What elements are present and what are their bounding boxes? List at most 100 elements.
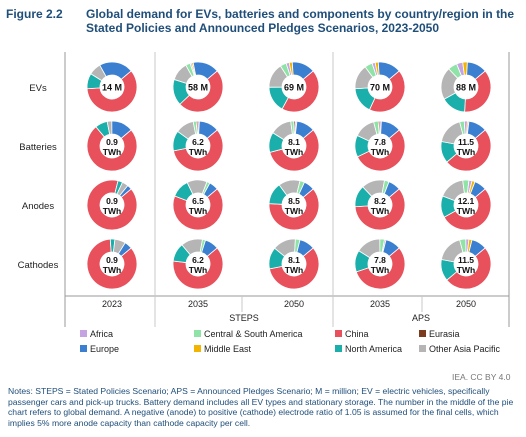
legend-label: China (345, 329, 369, 339)
row-label-cathodes: Cathodes (18, 260, 59, 271)
center-label: 14 M (102, 83, 122, 93)
legend-swatch (335, 345, 342, 352)
center-label: 8.5 TWh (285, 196, 303, 216)
center-label: 88 M (456, 83, 476, 93)
donut-evs-1: 58 M (172, 61, 224, 113)
donut-hole (368, 134, 392, 158)
donut-cathodes-0: 0.9 TWh (86, 238, 138, 290)
donut-hole (454, 193, 478, 217)
tick-label-2035-1: 2035 (188, 299, 208, 309)
donut-hole (100, 75, 124, 99)
donut-evs-3: 70 M (354, 61, 406, 113)
donut-anodes-0: 0.9 TWh (86, 179, 138, 231)
donut-cathodes-1: 6.2 TWh (172, 238, 224, 290)
center-label: 6.2 TWh (189, 137, 207, 157)
center-label: 7.8 TWh (371, 137, 389, 157)
donut-hole (100, 134, 124, 158)
figure-title: Global demand for EVs, batteries and com… (86, 7, 515, 35)
legend-item-eurasia: Eurasia (419, 329, 460, 339)
donut-hole (100, 252, 124, 276)
legend-swatch (335, 330, 342, 337)
center-label: 8.1 TWh (285, 137, 303, 157)
donut-hole (186, 193, 210, 217)
center-label: 6.5 TWh (189, 196, 207, 216)
legend-label: Middle East (204, 344, 252, 354)
center-label: 8.2 TWh (371, 196, 389, 216)
center-label: 0.9 TWh (103, 255, 121, 275)
row-label-batteries: Batteries (19, 142, 57, 153)
donut-hole (282, 134, 306, 158)
donut-cathodes-3: 7.8 TWh (354, 238, 406, 290)
donut-batteries-3: 7.8 TWh (354, 120, 406, 172)
donut-hole (100, 193, 124, 217)
legend: Africa Central & South America China Eurasi… (80, 329, 501, 354)
center-label: 69 M (284, 83, 304, 93)
tick-label-2050-4: 2050 (456, 299, 476, 309)
donut-hole (282, 75, 306, 99)
legend-swatch (80, 330, 87, 337)
tick-label-2050-2: 2050 (284, 299, 304, 309)
legend-swatch (80, 345, 87, 352)
donut-evs-2: 69 M (268, 61, 320, 113)
legend-label: Africa (90, 329, 113, 339)
legend-item-other-asia-pacific: Other Asia Pacific (419, 344, 501, 354)
legend-item-china: China (335, 329, 369, 339)
legend-item-europe: Europe (80, 344, 119, 354)
donut-anodes-3: 8.2 TWh (354, 179, 406, 231)
tick-label-2035-3: 2035 (370, 299, 390, 309)
center-label: 11.5 TWh (457, 255, 475, 275)
donut-hole (454, 252, 478, 276)
x-axis: 2023 2035 2050 2035 2050 STEPS APS (102, 299, 476, 323)
donut-hole (282, 193, 306, 217)
scenario-label-aps: APS (412, 313, 430, 323)
legend-label: Europe (90, 344, 119, 354)
donut-hole (186, 134, 210, 158)
center-label: 7.8 TWh (371, 255, 389, 275)
donut-batteries-0: 0.9 TWh (86, 120, 138, 172)
center-label: 70 M (370, 83, 390, 93)
donut-hole (454, 75, 478, 99)
legend-label: Other Asia Pacific (429, 344, 501, 354)
legend-label: North America (345, 344, 402, 354)
legend-swatch (194, 330, 201, 337)
legend-swatch (419, 345, 426, 352)
grid-lines (64, 52, 510, 327)
tick-label-2023-0: 2023 (102, 299, 122, 309)
figure-label: Figure 2.2 (6, 7, 63, 21)
donut-hole (282, 252, 306, 276)
legend-item-north-america: North America (335, 344, 402, 354)
donut-cathodes-4: 11.5 TWh (440, 238, 492, 290)
row-label-evs: EVs (29, 83, 47, 94)
legend-item-middle-east: Middle East (194, 344, 252, 354)
donut-hole (454, 134, 478, 158)
center-label: 8.1 TWh (285, 255, 303, 275)
legend-swatch (194, 345, 201, 352)
donut-evs-0: 14 M (86, 61, 138, 113)
center-label: 0.9 TWh (103, 137, 121, 157)
slice-europe (192, 61, 218, 80)
donut-cathodes-2: 8.1 TWh (268, 238, 320, 290)
donut-hole (368, 75, 392, 99)
donut-hole (368, 193, 392, 217)
donut-anodes-4: 12.1 TWh (440, 179, 492, 231)
donut-hole (186, 75, 210, 99)
legend-label: Eurasia (429, 329, 460, 339)
donut-anodes-2: 8.5 TWh (268, 179, 320, 231)
donut-batteries-1: 6.2 TWh (172, 120, 224, 172)
donut-batteries-2: 8.1 TWh (268, 120, 320, 172)
donut-evs-4: 88 M (440, 61, 492, 113)
donut-anodes-1: 6.5 TWh (172, 179, 224, 231)
row-label-anodes: Anodes (22, 201, 54, 212)
donut-batteries-4: 11.5 TWh (440, 120, 492, 172)
center-label: 6.2 TWh (189, 255, 207, 275)
legend-swatch (419, 330, 426, 337)
center-label: 11.5 TWh (457, 137, 475, 157)
center-label: 0.9 TWh (103, 196, 121, 216)
center-label: 58 M (188, 83, 208, 93)
scenario-label-steps: STEPS (229, 313, 259, 323)
donuts: 14 M 58 M 69 M 70 M 88 M 0.9 TWh 6.2 TWh 8.1 TWh 7.… (86, 61, 492, 290)
notes: Notes: STEPS = Stated Policies Scenario;… (8, 386, 514, 428)
row-labels: EVs Batteries Anodes Cathodes (18, 83, 59, 271)
donut-hole (186, 252, 210, 276)
